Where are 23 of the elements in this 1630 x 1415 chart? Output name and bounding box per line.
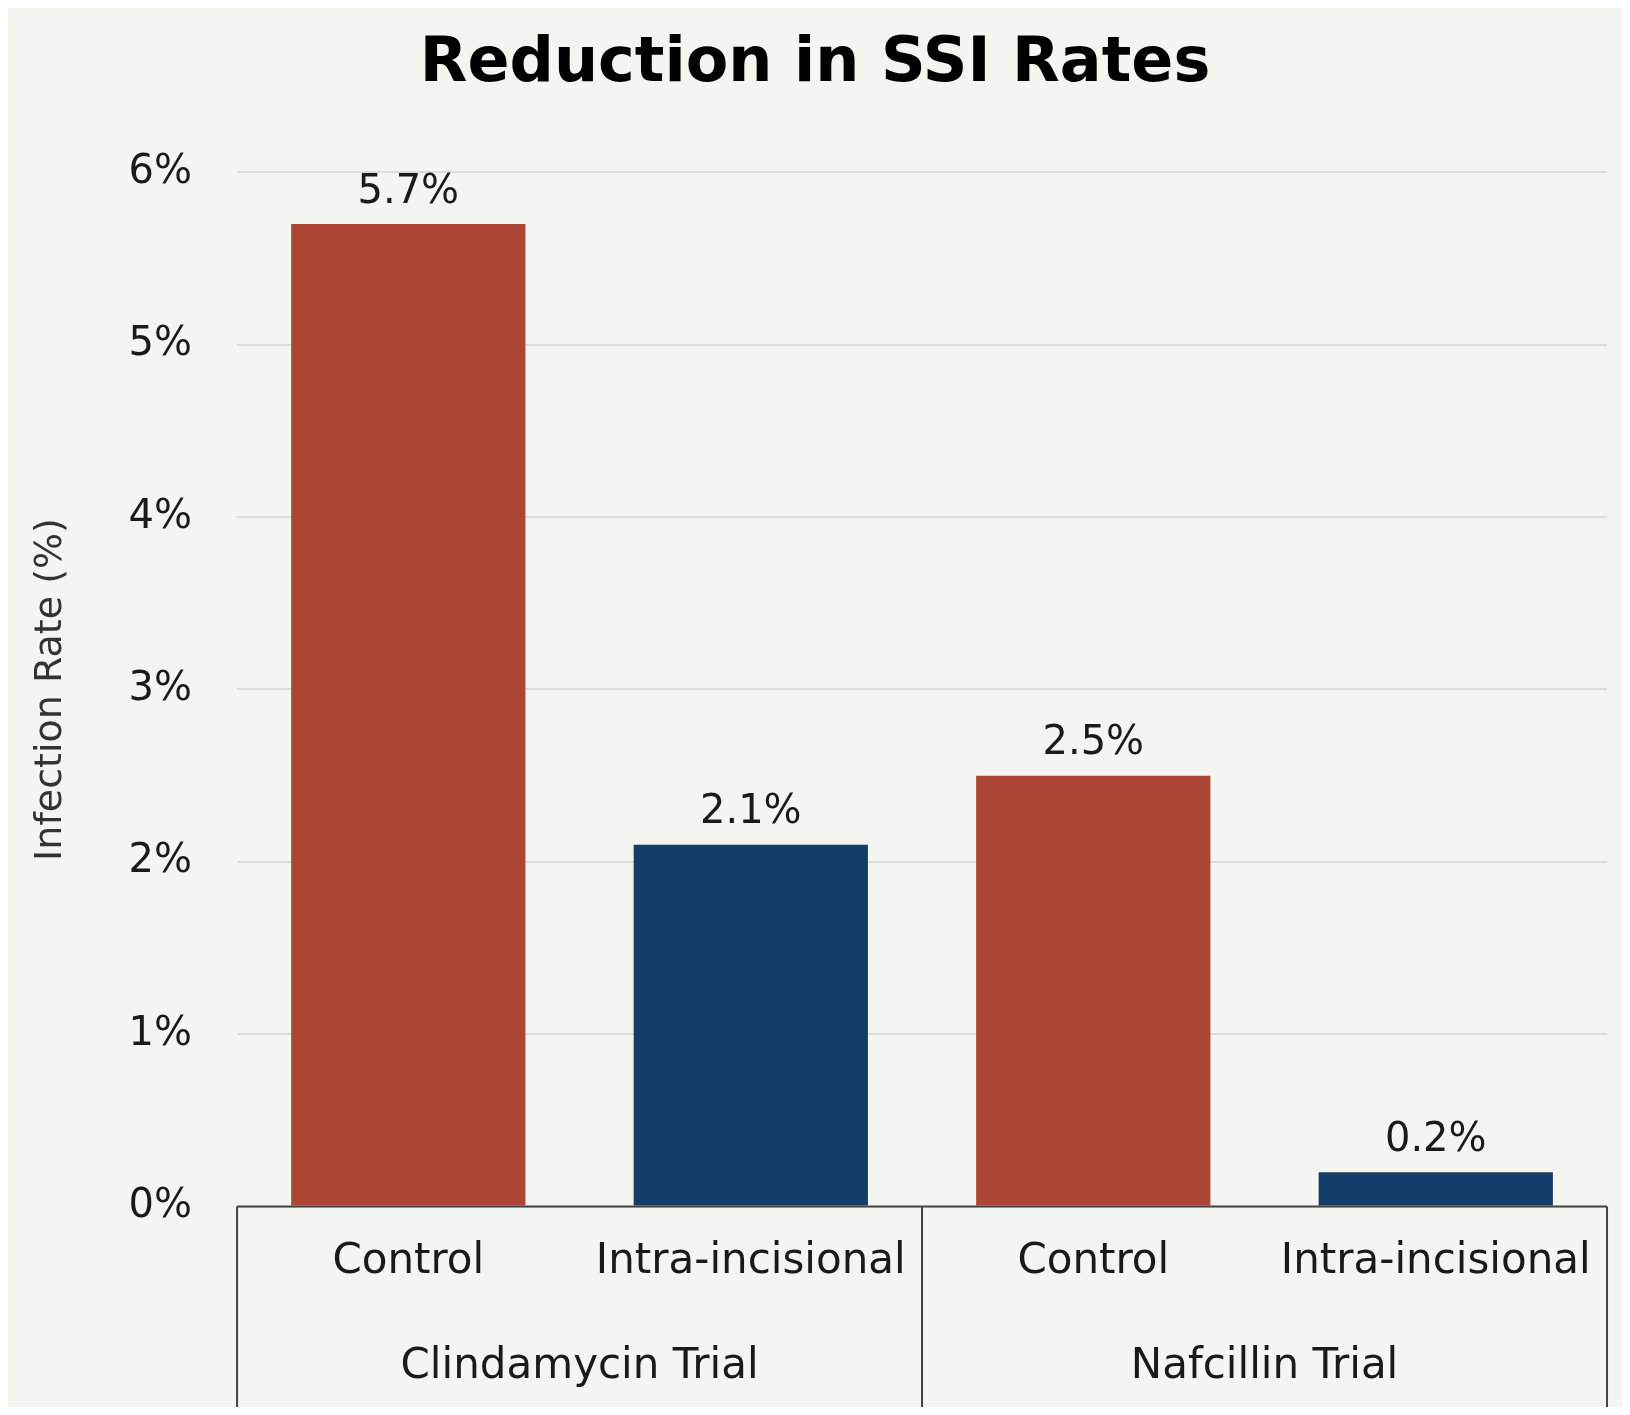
data-label: 2.1% — [699, 786, 802, 833]
bar — [976, 775, 1211, 1206]
bar — [291, 224, 526, 1206]
x-tick-label: Intra-incisional — [595, 1233, 906, 1283]
y-tick-label: 5% — [128, 318, 193, 365]
text: Clindamycin Trial — [400, 1338, 759, 1388]
y-tick-label: 4% — [128, 490, 193, 537]
x-tick-label: Control — [1017, 1233, 1170, 1283]
text: Nafcillin Trial — [1130, 1338, 1399, 1388]
x-tick-label: Intra-incisional — [1280, 1233, 1591, 1283]
y-tick-label: 6% — [128, 145, 193, 192]
data-label: 5.7% — [357, 165, 460, 212]
bar — [1318, 1172, 1553, 1206]
chart-title: Reduction in SSI Rates — [419, 23, 1211, 97]
y-tick-label: 2% — [128, 835, 193, 882]
y-tick-label: 3% — [128, 662, 193, 709]
y-tick-label: 0% — [128, 1179, 193, 1226]
x-tick-label: Control — [332, 1233, 485, 1283]
bar — [633, 844, 868, 1206]
data-label: 2.5% — [1042, 717, 1145, 764]
y-tick-label: 1% — [128, 1007, 193, 1054]
y-axis-title: Infection Rate (%) — [25, 518, 70, 861]
data-label: 0.2% — [1384, 1113, 1487, 1160]
